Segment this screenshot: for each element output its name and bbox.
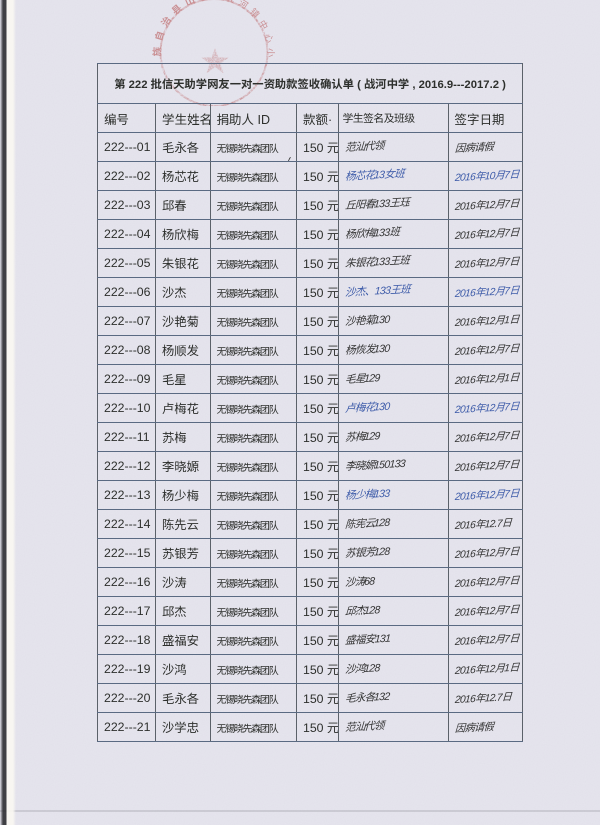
svg-text:族 自 治 县 山 区 小: 族 自 治 县 山 区 小 xyxy=(107,0,212,57)
svg-text:战 河 镇 中 心 小: 战 河 镇 中 心 小 xyxy=(224,0,275,58)
